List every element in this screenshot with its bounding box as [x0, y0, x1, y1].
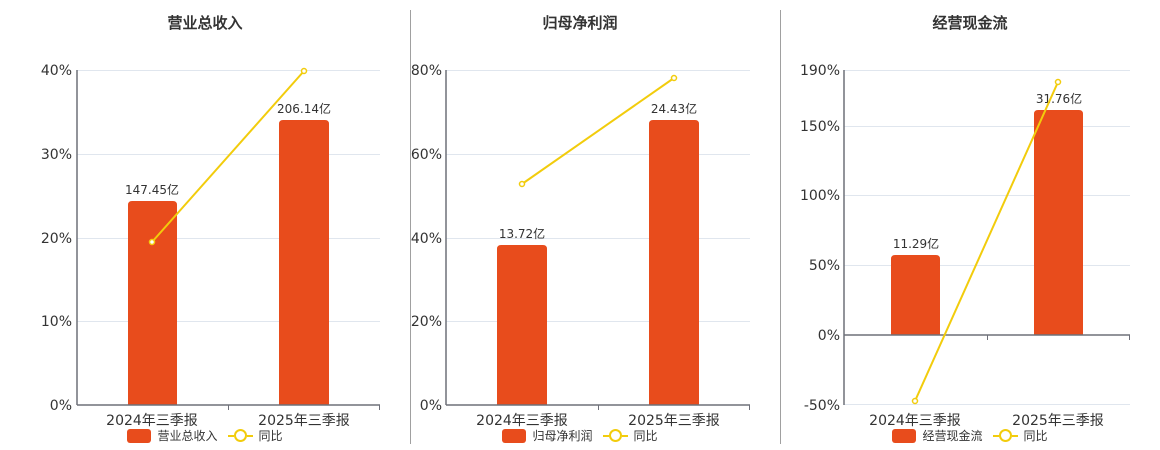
chart-panel-revenue: 营业总收入 40% 30% 20% 10% 0% 147.45亿 206.14亿…: [0, 0, 410, 450]
legend-line-icon[interactable]: [602, 429, 628, 442]
svg-text:20%: 20%: [41, 231, 72, 247]
legend-bar-label[interactable]: 营业总收入: [157, 429, 218, 443]
bar-2025[interactable]: [1034, 110, 1083, 335]
chart-legend: 经营现金流 同比: [780, 427, 1160, 444]
svg-text:60%: 60%: [411, 147, 442, 163]
legend-bar-swatch[interactable]: [127, 428, 152, 443]
x-axis-labels: 2024年三季报 2025年三季报: [106, 413, 350, 429]
legend-line-label[interactable]: 同比: [1023, 429, 1048, 443]
svg-text:0%: 0%: [420, 398, 442, 414]
yoy-line[interactable]: [151, 70, 305, 243]
bar-label-2024: 13.72亿: [499, 226, 545, 241]
gridlines: [77, 70, 380, 322]
yoy-line[interactable]: [914, 81, 1059, 402]
x-axis-labels: 2024年三季报 2025年三季报: [869, 413, 1104, 429]
svg-text:2025年三季报: 2025年三季报: [628, 413, 720, 429]
chart-plot: 80% 60% 40% 20% 0% 13.72亿 24.43亿 2024年三季…: [411, 63, 750, 429]
legend-line-icon[interactable]: [227, 429, 253, 442]
bar-label-2025: 31.76亿: [1036, 91, 1082, 106]
y-axis-labels: 190% 150% 100% 50% 0% -50%: [800, 63, 840, 414]
svg-text:2025年三季报: 2025年三季报: [1012, 413, 1104, 429]
bar-label-2025: 206.14亿: [277, 101, 331, 116]
y-axis-labels: 40% 30% 20% 10% 0%: [41, 63, 72, 414]
svg-text:20%: 20%: [411, 314, 442, 330]
bar-2024[interactable]: [497, 245, 547, 405]
svg-text:-50%: -50%: [804, 398, 840, 414]
yoy-point-2024[interactable]: [911, 397, 919, 405]
chart-legend: 营业总收入 同比: [0, 427, 410, 444]
legend-bar-swatch[interactable]: [892, 428, 917, 443]
svg-text:10%: 10%: [41, 314, 72, 330]
svg-text:2024年三季报: 2024年三季报: [476, 413, 568, 429]
yoy-point-2024[interactable]: [148, 238, 156, 246]
legend-line-label[interactable]: 同比: [258, 429, 283, 443]
chart-panel-net-profit: 归母净利润 80% 60% 40% 20% 0% 13.72亿 24.43亿: [380, 0, 780, 450]
legend-line-label[interactable]: 同比: [633, 429, 658, 443]
yoy-point-2024[interactable]: [518, 180, 526, 188]
gridlines: [446, 70, 750, 322]
svg-text:40%: 40%: [41, 63, 72, 79]
panel-divider-2: [780, 10, 781, 444]
panel-divider-1: [410, 10, 411, 444]
bar-label-2025: 24.43亿: [651, 101, 697, 116]
bar-label-2024: 147.45亿: [125, 182, 179, 197]
yoy-point-2025[interactable]: [1054, 78, 1062, 86]
chart-title: 经营现金流: [932, 14, 1008, 32]
svg-text:30%: 30%: [41, 147, 72, 163]
svg-text:50%: 50%: [809, 258, 840, 274]
yoy-point-2025[interactable]: [300, 67, 308, 75]
x-axis-labels: 2024年三季报 2025年三季报: [476, 413, 720, 429]
svg-text:0%: 0%: [818, 328, 840, 344]
legend-bar-label[interactable]: 归母净利润: [532, 429, 593, 443]
chart-panel-operating-cash-flow: 经营现金流 190% 150% 100% 50% 0% -50% 11.29亿 …: [780, 0, 1160, 450]
yoy-line[interactable]: [521, 77, 675, 185]
y-axis-labels: 80% 60% 40% 20% 0%: [411, 63, 442, 414]
chart-plot: 190% 150% 100% 50% 0% -50% 11.29亿 31.76亿…: [800, 63, 1130, 429]
yoy-point-2025[interactable]: [670, 74, 678, 82]
chart-title: 归母净利润: [542, 14, 618, 32]
legend-line-icon[interactable]: [992, 429, 1018, 442]
chart-legend: 归母净利润 同比: [380, 427, 780, 444]
bar-2025[interactable]: [279, 120, 329, 405]
svg-text:190%: 190%: [800, 63, 840, 79]
gridlines: [844, 70, 1130, 405]
svg-text:0%: 0%: [50, 398, 72, 414]
bar-2024[interactable]: [128, 201, 177, 405]
legend-bar-label[interactable]: 经营现金流: [922, 429, 983, 443]
bar-2025[interactable]: [649, 120, 699, 405]
chart-plot: 40% 30% 20% 10% 0% 147.45亿 206.14亿 2024年…: [41, 63, 380, 429]
bar-label-2024: 11.29亿: [893, 236, 939, 251]
svg-text:100%: 100%: [800, 188, 840, 204]
svg-text:2024年三季报: 2024年三季报: [106, 413, 198, 429]
svg-text:80%: 80%: [411, 63, 442, 79]
svg-text:40%: 40%: [411, 231, 442, 247]
svg-text:2025年三季报: 2025年三季报: [258, 413, 350, 429]
svg-text:2024年三季报: 2024年三季报: [869, 413, 961, 429]
bar-2024[interactable]: [891, 255, 940, 335]
chart-title: 营业总收入: [167, 14, 243, 32]
legend-bar-swatch[interactable]: [502, 428, 527, 443]
svg-text:150%: 150%: [800, 119, 840, 135]
